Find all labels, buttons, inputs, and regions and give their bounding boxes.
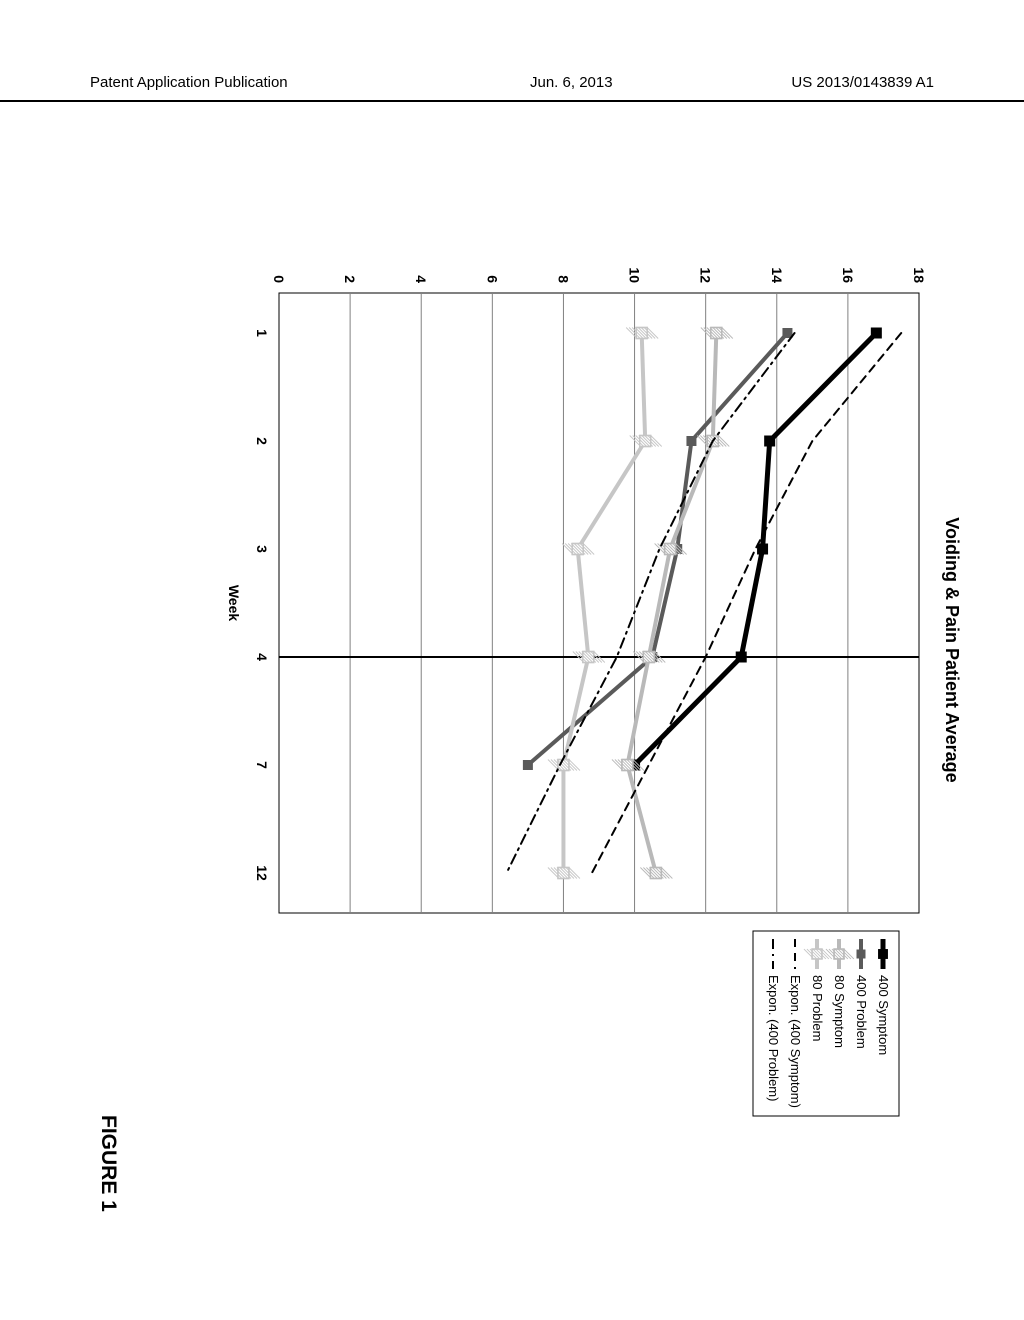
patent-page: Patent Application Publication Jun. 6, 2… — [0, 0, 1024, 1320]
svg-text:Week: Week — [226, 585, 242, 622]
svg-text:7: 7 — [254, 761, 270, 769]
svg-text:4: 4 — [413, 275, 429, 283]
svg-text:8: 8 — [555, 275, 571, 283]
svg-text:400 Problem: 400 Problem — [854, 975, 869, 1049]
svg-text:12: 12 — [254, 865, 270, 881]
svg-text:14: 14 — [769, 267, 785, 283]
figure-label: FIGURE 1 — [96, 1115, 120, 1212]
chart-title: Voiding & Pain Patient Average — [941, 238, 962, 1062]
svg-text:6: 6 — [484, 275, 500, 283]
svg-text:18: 18 — [911, 267, 927, 283]
svg-text:Expon. (400 Problem): Expon. (400 Problem) — [766, 975, 781, 1101]
svg-text:16: 16 — [840, 267, 856, 283]
svg-text:0: 0 — [271, 275, 287, 283]
svg-text:400 Symptom: 400 Symptom — [876, 975, 891, 1055]
chart-svg: 0246810121416181234712Week400 Symptom400… — [209, 238, 929, 1138]
header-mid: Jun. 6, 2013 — [530, 74, 613, 91]
header-right: US 2013/0143839 A1 — [791, 74, 934, 91]
svg-text:80 Symptom: 80 Symptom — [832, 975, 847, 1048]
svg-text:4: 4 — [254, 653, 270, 661]
page-header: Patent Application Publication Jun. 6, 2… — [0, 70, 1024, 102]
svg-text:12: 12 — [698, 267, 714, 283]
chart-container: Voiding & Pain Patient Average 024681012… — [62, 238, 962, 1062]
svg-text:2: 2 — [254, 437, 270, 445]
header-left: Patent Application Publication — [90, 74, 288, 91]
svg-text:80 Problem: 80 Problem — [810, 975, 825, 1041]
svg-text:Expon. (400 Symptom): Expon. (400 Symptom) — [788, 975, 803, 1108]
svg-text:2: 2 — [342, 275, 358, 283]
svg-text:1: 1 — [254, 329, 270, 337]
svg-text:3: 3 — [254, 545, 270, 553]
svg-text:10: 10 — [627, 267, 643, 283]
